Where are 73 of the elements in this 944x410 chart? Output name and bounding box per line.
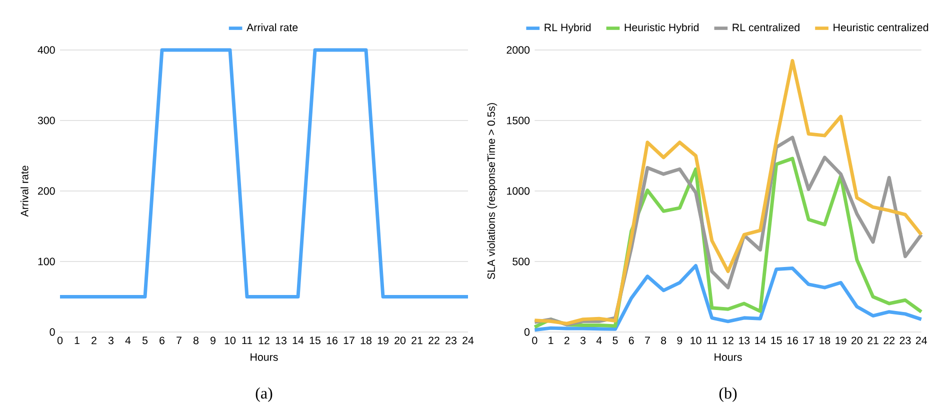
- x-tick-label: 7: [645, 336, 650, 344]
- x-tick-label: 17: [344, 336, 354, 344]
- x-tick-label: 16: [326, 336, 338, 344]
- x-tick-label: 9: [210, 336, 216, 344]
- x-tick-label: 6: [160, 336, 164, 344]
- x-tick-label: 18: [360, 336, 372, 344]
- text: (a): [256, 387, 272, 402]
- y-tick-label: 0: [524, 328, 530, 336]
- x-tick-label: 6: [628, 336, 634, 344]
- x-tick-label: 12: [722, 336, 734, 344]
- x-tick-label: 18: [820, 336, 830, 344]
- x-tick-label: 11: [707, 336, 717, 344]
- x-tick-label: 15: [310, 336, 320, 344]
- x-tick-label: 21: [868, 336, 878, 344]
- x-tick-label: 0: [57, 336, 63, 344]
- x-tick-label: 4: [596, 336, 602, 344]
- x-tick-label: 20: [852, 336, 862, 344]
- x-tick-label: 10: [690, 336, 702, 344]
- legend-label: Heuristic centralized: [834, 23, 928, 32]
- x-tick-label: 11: [242, 336, 252, 344]
- x-tick-label: 21: [412, 336, 422, 344]
- legend-label: Arrival rate: [246, 23, 298, 32]
- x-tick-label: 14: [292, 336, 304, 344]
- x-axis-title: Hours: [250, 353, 278, 361]
- y-axis-title: SLA violations (responseTime > 0.5s): [487, 103, 498, 280]
- y-tick-label: 1500: [507, 116, 530, 124]
- x-tick-label: 19: [836, 336, 846, 344]
- x-tick-label: 22: [428, 336, 440, 344]
- legend-label: Heuristic Hybrid: [624, 23, 699, 34]
- x-tick-label: 20: [394, 336, 406, 344]
- x-tick-label: 1: [74, 336, 80, 344]
- legend-label: RL Hybrid: [544, 23, 591, 34]
- x-tick-label: 17: [803, 336, 814, 344]
- x-tick-label: 8: [661, 336, 666, 344]
- x-tick-label: 0: [532, 336, 538, 344]
- y-tick-label: 400: [38, 46, 55, 54]
- x-tick-label: 4: [125, 336, 131, 344]
- y-tick-label: 2000: [506, 46, 530, 54]
- x-tick-label: 8: [193, 336, 198, 344]
- x-axis-title: Hours: [714, 353, 742, 361]
- x-tick-label: 1: [548, 336, 554, 344]
- y-tick-label: 1000: [507, 187, 530, 195]
- x-tick-label: 13: [739, 336, 750, 344]
- x-tick-label: 2: [564, 336, 570, 344]
- x-tick-label: 16: [787, 336, 798, 344]
- x-tick-label: 10: [224, 336, 236, 344]
- line-series: [532, 58, 924, 326]
- x-tick-label: 3: [108, 336, 114, 344]
- x-tick-label: 19: [378, 336, 388, 344]
- x-tick-label: 2: [92, 336, 96, 344]
- y-axis-title: Arrival rate: [20, 166, 28, 217]
- x-tick-label: 12: [258, 336, 270, 344]
- x-tick-label: 7: [176, 336, 182, 344]
- x-tick-label: 24: [916, 336, 927, 344]
- y-tick-label: 500: [512, 258, 530, 266]
- x-tick-label: 13: [276, 336, 286, 344]
- y-tick-label: 200: [38, 187, 55, 195]
- x-tick-label: 23: [446, 336, 456, 344]
- legend-label: RL centralized: [732, 23, 800, 32]
- y-tick-label: 300: [38, 116, 55, 124]
- x-tick-label: 9: [677, 336, 682, 344]
- x-tick-label: 15: [771, 336, 782, 344]
- x-tick-label: 22: [884, 336, 895, 344]
- line-series: [532, 264, 924, 332]
- y-tick-label: 0: [50, 328, 55, 336]
- x-tick-label: 5: [142, 336, 148, 344]
- x-tick-label: 3: [580, 336, 586, 344]
- x-tick-label: 23: [900, 336, 911, 344]
- x-tick-label: 24: [462, 336, 474, 344]
- x-tick-label: 5: [612, 336, 618, 344]
- text: (b): [719, 387, 737, 402]
- y-tick-label: 100: [38, 258, 55, 266]
- x-tick-label: 14: [755, 336, 766, 344]
